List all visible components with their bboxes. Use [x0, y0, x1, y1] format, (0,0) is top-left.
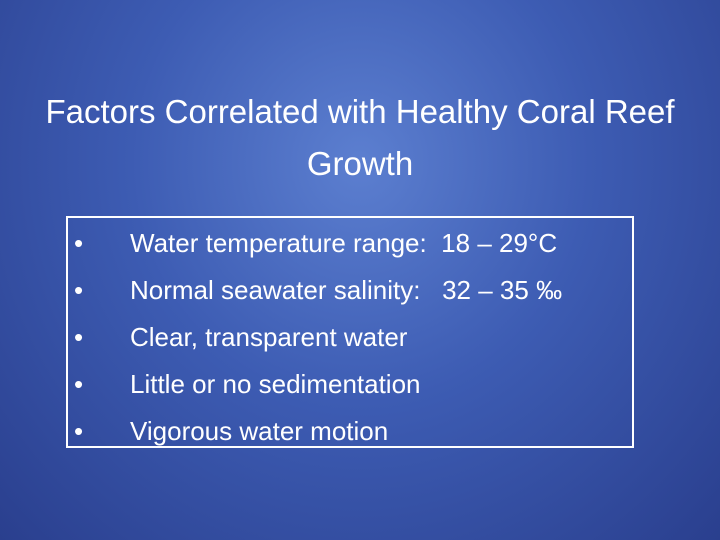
- bullet-item: Vigorous water motion: [70, 408, 562, 455]
- bullet-item: Water temperature range: 18 – 29°C: [70, 220, 562, 267]
- bullet-item: Normal seawater salinity: 32 – 35 ‰: [70, 267, 562, 314]
- bullet-list: Water temperature range: 18 – 29°CNormal…: [70, 220, 562, 455]
- bullet-item: Little or no sedimentation: [70, 361, 562, 408]
- slide-title: Factors Correlated with Healthy Coral Re…: [45, 93, 675, 182]
- bullet-item: Clear, transparent water: [70, 314, 562, 361]
